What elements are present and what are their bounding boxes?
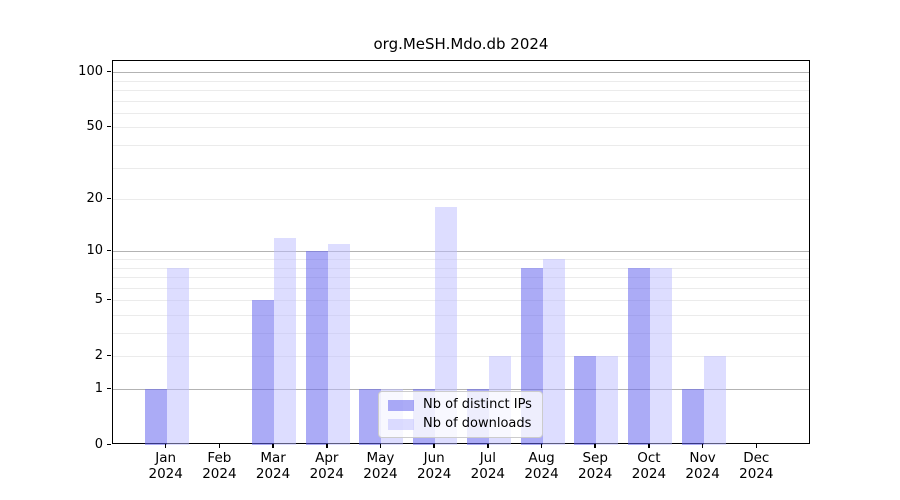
bar-downloads-jan [166,267,189,445]
bar-downloads-sep [596,356,619,445]
minor-gridline [113,356,809,358]
legend-swatch-distinct-ips-icon [388,399,414,411]
legend-swatch-downloads-icon [388,418,414,430]
y-axis-tick [107,354,111,357]
x-tick-label-aug: Aug 2024 [524,450,559,482]
bar-distinct-ips-sep [574,356,597,445]
bar-downloads-mar [274,237,297,445]
x-axis-tick [433,444,435,448]
minor-gridline [113,277,809,279]
y-tick-label: 10 [86,242,103,258]
minor-gridline [113,112,809,114]
x-tick-label-oct: Oct 2024 [631,450,667,482]
x-axis-tick [272,444,274,448]
major-gridline [113,251,809,253]
legend-row-downloads: Nb of downloads [388,416,532,432]
minor-gridline [113,199,809,201]
y-axis-tick [107,249,111,252]
minor-gridline [113,90,809,91]
minor-gridline [113,80,809,82]
minor-gridline [113,100,809,102]
legend-row-distinct-ips: Nb of distinct IPs [388,397,532,413]
x-axis-tick [487,444,489,448]
y-tick-label: 0 [94,436,103,452]
x-tick-label-feb: Feb 2024 [202,450,237,482]
x-tick-label-dec: Dec 2024 [739,450,774,482]
x-axis-tick [648,444,650,448]
minor-gridline [113,314,809,316]
x-tick-label-jul: Jul 2024 [470,450,506,482]
x-axis-tick [701,444,704,448]
minor-gridline [113,300,809,302]
bar-distinct-ips-apr [305,251,328,445]
chart-title: org.MeSH.Mdo.db 2024 [373,35,549,53]
legend: Nb of distinct IPs Nb of downloads [378,391,543,438]
x-axis-tick [218,444,221,448]
minor-gridline [113,145,809,146]
bar-distinct-ips-jan [144,389,167,445]
y-axis-tick [107,125,111,128]
legend-label-downloads: Nb of downloads [423,416,532,431]
y-axis-tick [107,70,111,73]
x-tick-label-jun: Jun 2024 [416,450,452,482]
minor-gridline [113,287,809,289]
minor-gridline [113,333,809,334]
bar-distinct-ips-oct [627,267,650,445]
x-axis-tick [594,444,596,448]
x-axis-tick [755,444,758,448]
x-axis-tick [540,444,543,448]
y-tick-label: 1 [94,380,103,396]
major-gridline [113,389,809,390]
minor-gridline [113,267,809,269]
bar-distinct-ips-mar [252,300,275,445]
bar-distinct-ips-nov [681,389,704,445]
x-tick-label-sep: Sep 2024 [578,450,613,482]
x-tick-label-may: May 2024 [363,450,398,482]
plot-area [112,60,810,445]
y-tick-label: 20 [86,190,103,206]
bar-downloads-nov [703,356,726,445]
x-tick-label-nov: Nov 2024 [685,450,720,482]
major-gridline [113,72,809,74]
y-tick-label: 100 [78,63,103,79]
x-axis-tick [164,444,167,448]
bar-distinct-ips-may [359,389,382,445]
y-axis-tick [107,387,111,389]
minor-gridline [113,127,809,129]
bar-downloads-jun [435,207,458,445]
y-tick-label: 50 [86,118,103,134]
y-tick-label: 5 [94,291,103,307]
y-tick-label: 2 [94,347,103,363]
bar-downloads-oct [649,267,672,445]
bar-downloads-apr [327,244,350,445]
y-axis-tick [107,298,111,301]
x-axis-tick [379,444,382,448]
bar-downloads-aug [542,258,565,445]
x-tick-label-apr: Apr 2024 [309,450,344,482]
y-axis-tick [107,443,111,445]
minor-gridline [113,167,809,169]
x-tick-label-jan: Jan 2024 [148,450,183,482]
y-axis-tick [107,197,111,200]
minor-gridline [113,258,809,260]
legend-label-distinct-ips: Nb of distinct IPs [423,397,532,412]
x-tick-label-mar: Mar 2024 [255,450,291,482]
x-axis-tick [326,444,328,448]
